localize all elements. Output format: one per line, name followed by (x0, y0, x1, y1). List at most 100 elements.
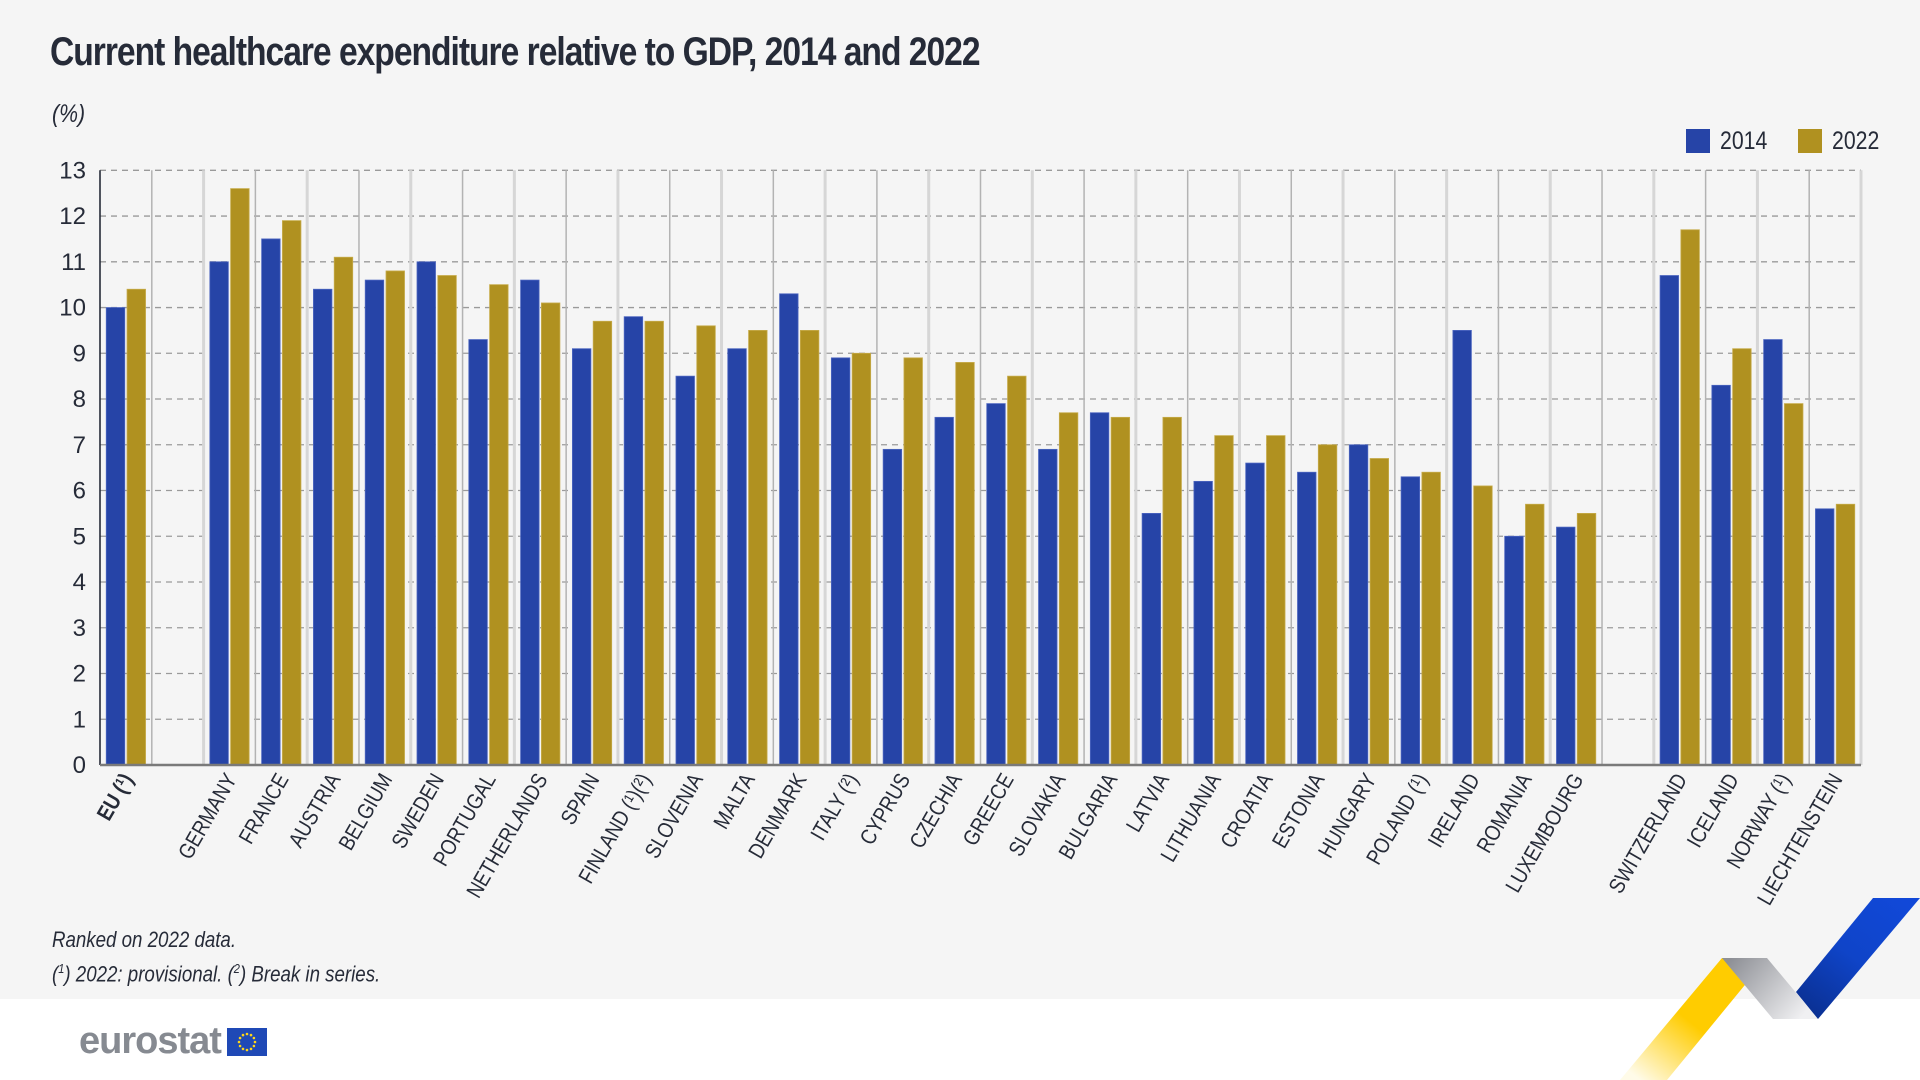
bar-2022 (1214, 435, 1234, 766)
legend: 2014 2022 (1686, 126, 1909, 156)
x-tick-label: GERMANY (174, 770, 242, 864)
chart-title: Current healthcare expenditure relative … (50, 30, 981, 74)
bar-2022 (799, 330, 820, 766)
bar-2022 (230, 188, 250, 766)
bar-2014 (1504, 535, 1524, 766)
bar-2014 (209, 261, 229, 766)
footnote-sup: 2 (233, 961, 240, 976)
bar-2022 (592, 320, 613, 766)
x-tick-label: CYPRUS (856, 770, 915, 849)
flag-star (252, 1044, 256, 1047)
flag-star (245, 1032, 249, 1035)
bar-2022 (1266, 435, 1286, 766)
y-tick-label: 3 (73, 615, 86, 642)
bar-2022 (1110, 416, 1131, 766)
bar-2022 (489, 284, 509, 766)
flag-star (238, 1036, 242, 1039)
bar-2022 (1835, 503, 1856, 766)
legend-swatch-2022 (1797, 129, 1822, 153)
legend-item-2022: 2022 (1797, 126, 1888, 156)
bar-2014 (1089, 412, 1110, 766)
footnotes: Ranked on 2022 data. (1) 2022: provision… (52, 925, 380, 988)
footnote-ranking: Ranked on 2022 data. (52, 927, 237, 952)
bar-2014 (779, 293, 799, 766)
bar-2022 (1784, 403, 1804, 766)
bar-2022 (541, 302, 561, 766)
y-tick-label: 6 (73, 478, 86, 505)
legend-label-2014: 2014 (1720, 126, 1768, 155)
x-tick-label: LATVIA (1122, 770, 1174, 837)
bar-2014 (1245, 462, 1265, 766)
flag-star (241, 1033, 245, 1036)
bar-2022 (748, 330, 768, 766)
bar-2014 (882, 448, 903, 766)
bar-2022 (644, 320, 664, 766)
bar-2014 (675, 375, 695, 766)
flag-star (249, 1047, 253, 1050)
flag-star (238, 1044, 242, 1047)
bar-2022 (385, 270, 405, 766)
y-tick-label: 11 (61, 249, 86, 276)
bar-2022 (1576, 512, 1597, 766)
flag-star (237, 1040, 241, 1043)
bar-2022 (1421, 471, 1441, 766)
y-tick-label: 0 (73, 752, 86, 779)
y-tick-label: 9 (73, 340, 86, 367)
bar-2014 (1763, 339, 1783, 766)
bar-2014 (105, 307, 126, 766)
bar-2022 (696, 325, 716, 766)
flag-star (241, 1047, 245, 1050)
legend-label-2022: 2022 (1831, 126, 1879, 155)
bar-2014 (727, 348, 747, 766)
bar-2014 (1556, 526, 1576, 766)
y-tick-label: 8 (73, 386, 86, 413)
flag-star (245, 1048, 249, 1051)
x-tick-label: FRANCE (235, 770, 294, 848)
bar-2014 (1297, 471, 1317, 766)
flag-star (253, 1040, 257, 1043)
legend-item-2014: 2014 (1686, 127, 1776, 156)
bar-2014 (1815, 508, 1835, 766)
bar-2014 (1141, 512, 1162, 766)
bar-2014 (313, 288, 333, 766)
y-tick-label: 10 (59, 295, 86, 322)
x-tick-label: ITALY (²) (807, 770, 864, 845)
bar-2014 (1711, 384, 1731, 766)
y-tick-label: 5 (73, 523, 86, 550)
bar-2022 (851, 352, 872, 766)
bar-2022 (1680, 229, 1700, 766)
bar-2014 (571, 348, 592, 766)
bar-2014 (1193, 480, 1213, 766)
legend-swatch-2014 (1686, 129, 1710, 153)
bar-2014 (830, 357, 851, 766)
bar-2014 (364, 279, 385, 766)
x-tick-label: SWITZERLAND (1605, 770, 1693, 898)
y-tick-label: 13 (59, 157, 86, 184)
footnote-text: ( (52, 961, 59, 987)
flag-star (249, 1033, 253, 1036)
logo-text: eurostat (79, 1020, 222, 1062)
y-tick-label: 7 (73, 432, 86, 459)
bar-2022 (126, 288, 146, 766)
bar-2014 (986, 403, 1006, 766)
bar-2022 (1525, 503, 1545, 766)
bar-2022 (1162, 416, 1182, 766)
bar-2022 (1007, 375, 1027, 766)
bar-2022 (437, 275, 457, 766)
footnote-flags: (1) 2022: provisional. (2) Break in seri… (52, 954, 380, 988)
bar-2014 (1348, 444, 1369, 766)
y-tick-label: 12 (59, 203, 86, 230)
bar-2014 (468, 339, 488, 766)
footnote-text: ) 2022: provisional. ( (64, 961, 234, 987)
bar-2022 (903, 357, 923, 766)
x-tick-label: EU (¹) (93, 770, 138, 825)
x-tick-label: SPAIN (557, 770, 605, 829)
bar-2014 (261, 238, 281, 766)
bar-2022 (1369, 458, 1390, 766)
bar-2022 (955, 362, 975, 766)
bar-2014 (1400, 476, 1420, 766)
bar-2022 (1317, 444, 1338, 766)
bar-2022 (282, 220, 302, 766)
bar-2014 (416, 261, 436, 766)
